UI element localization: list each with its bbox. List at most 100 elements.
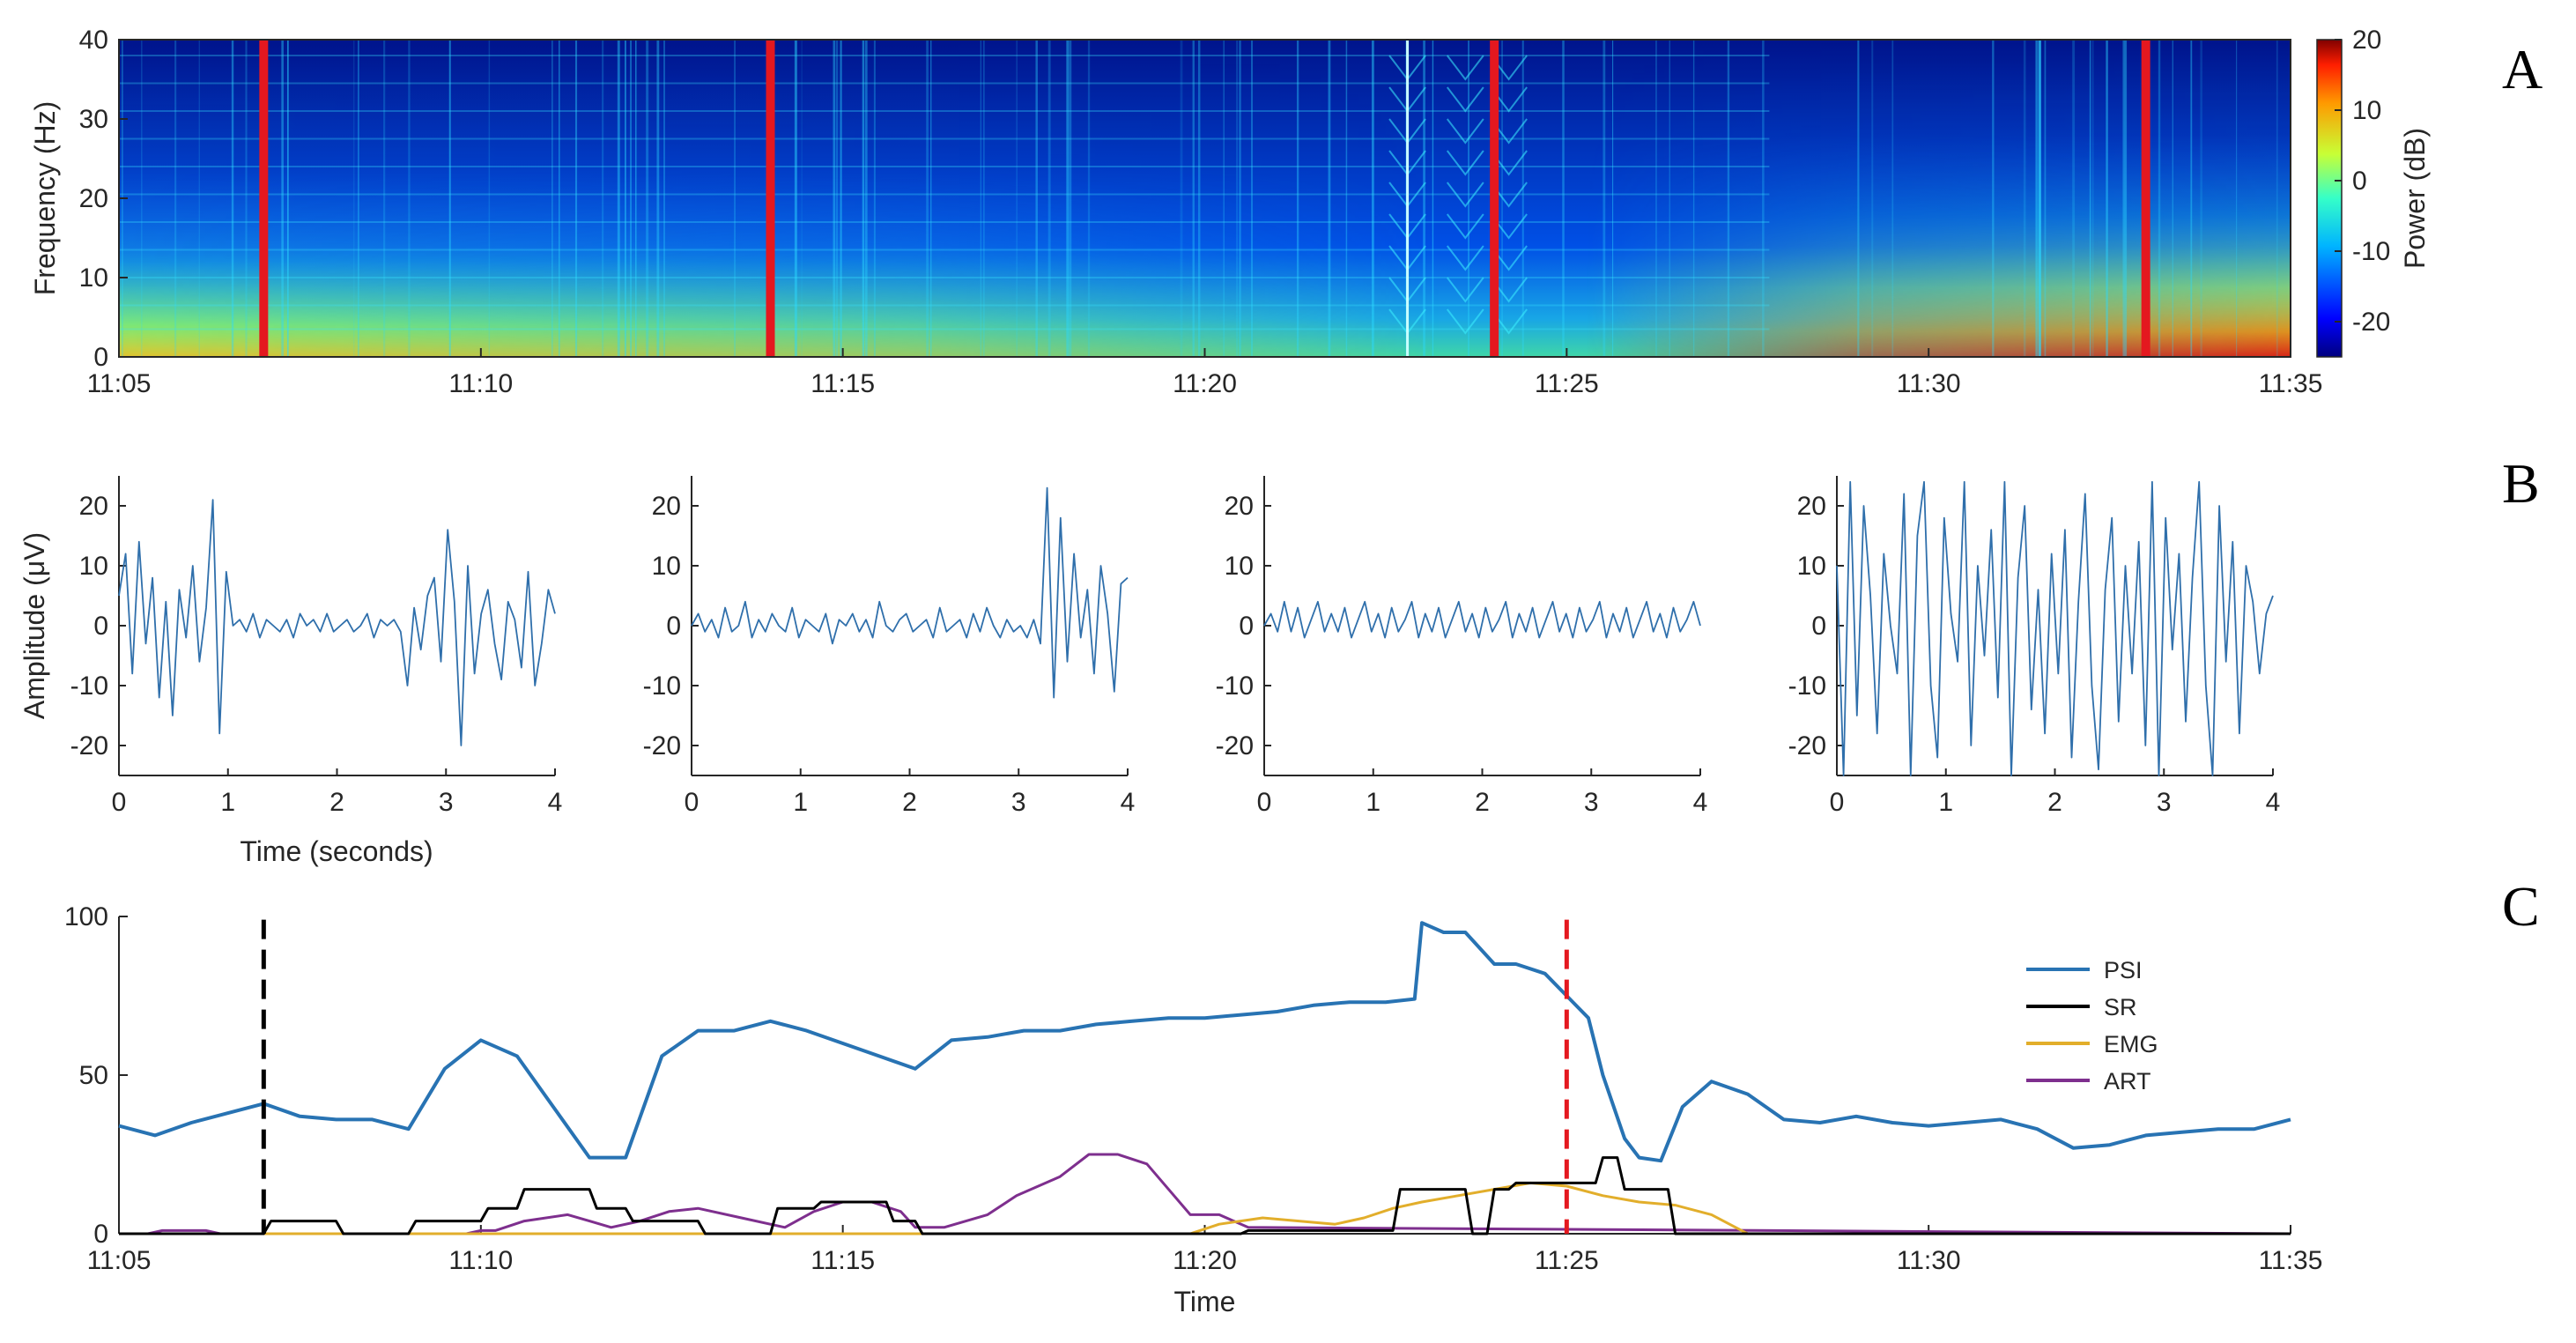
x-tick-label-b: 2 xyxy=(329,788,344,817)
x-tick-label-b: 3 xyxy=(1011,788,1026,817)
y-axis-label-a: Frequency (Hz) xyxy=(29,101,61,296)
panel-label-b: B xyxy=(2502,452,2540,515)
y-tick-label-b: 0 xyxy=(1811,612,1826,641)
indices-panel: 0 50 100 11:05 11:10 11:15 11:20 11:25 11:30 11:3… xyxy=(64,902,2322,1317)
y-tick-label-b: 0 xyxy=(93,612,108,641)
x-tick-label-b: 4 xyxy=(2266,788,2281,817)
colorbar-tick-label: -10 xyxy=(2352,237,2390,266)
x-tick-label-a: 11:05 xyxy=(87,369,152,398)
x-tick-label-b: 0 xyxy=(1257,788,1272,817)
spectrogram-image xyxy=(119,40,2291,357)
y-tick-label-c: 50 xyxy=(79,1061,108,1090)
series-line-emg xyxy=(119,1181,2291,1235)
x-tick-label-b: 1 xyxy=(220,788,235,817)
series-line-sr xyxy=(119,1156,2291,1235)
y-tick-label-b: -20 xyxy=(643,731,681,761)
x-tick-label-a: 11:30 xyxy=(1897,369,1961,398)
y-tick-label-b: -20 xyxy=(70,731,108,761)
x-tick-label-c: 11:10 xyxy=(448,1246,513,1275)
x-tick-label-b: 1 xyxy=(1366,788,1381,817)
y-tick-label-b: 20 xyxy=(1225,492,1254,521)
x-tick-label-b: 3 xyxy=(439,788,454,817)
x-tick-label-b: 2 xyxy=(2047,788,2062,817)
y-tick-label-b: -20 xyxy=(1788,731,1826,761)
x-tick-label-b: 1 xyxy=(793,788,808,817)
spectrogram-chirp xyxy=(1446,277,1484,303)
colorbar-gradient xyxy=(2316,39,2343,358)
panel-label-c: C xyxy=(2502,875,2540,938)
colorbar-tick-label: 0 xyxy=(2352,167,2367,196)
legend: PSI SR EMG ART xyxy=(2026,957,2158,1094)
spectrogram-texture xyxy=(119,40,2278,357)
y-tick-label-b: 20 xyxy=(79,492,108,521)
x-tick-label-a: 11:25 xyxy=(1535,369,1599,398)
spectrogram-chirp xyxy=(1446,245,1484,271)
x-tick-label-b: 3 xyxy=(1584,788,1599,817)
y-tick-label-a: 30 xyxy=(79,105,108,134)
eeg-trace xyxy=(118,499,556,746)
y-tick-label-a: 10 xyxy=(79,263,108,293)
spectrogram-marker-line xyxy=(2141,40,2150,357)
x-tick-label-b: 2 xyxy=(1475,788,1490,817)
x-tick-label-b: 0 xyxy=(1830,788,1845,817)
x-tick-label-a: 11:15 xyxy=(811,369,875,398)
spectrogram-chirp xyxy=(1446,308,1484,335)
x-tick-label-c: 11:25 xyxy=(1535,1246,1599,1275)
spectrogram-chirp xyxy=(1446,86,1484,113)
x-tick-label-a: 11:35 xyxy=(2259,369,2323,398)
y-tick-label-b: 0 xyxy=(666,612,681,641)
colorbar-label: Power (dB) xyxy=(2399,128,2431,269)
x-tick-label-b: 4 xyxy=(1693,788,1708,817)
spectrogram-panel: 0 10 20 30 40 11:05 11:10 11:15 11:20 11:25 11:30 1… xyxy=(29,26,2431,398)
legend-label: PSI xyxy=(2104,957,2143,983)
x-tick-label-c: 11:05 xyxy=(87,1246,152,1275)
y-tick-label-b: -10 xyxy=(1788,672,1826,701)
y-tick-label-b: 20 xyxy=(652,492,681,521)
legend-label: SR xyxy=(2104,994,2137,1020)
x-tick-label-b: 4 xyxy=(548,788,563,817)
y-tick-label-b: 20 xyxy=(1797,492,1826,521)
y-tick-label-b: 10 xyxy=(1797,552,1826,581)
spectrogram-chirp xyxy=(1446,182,1484,208)
eeg-trace xyxy=(691,486,1129,699)
y-tick-label-c: 0 xyxy=(93,1220,108,1249)
y-tick-label-a: 20 xyxy=(79,184,108,213)
x-tick-label-b: 4 xyxy=(1121,788,1136,817)
x-tick-label-b: 0 xyxy=(685,788,700,817)
y-tick-label-b: -10 xyxy=(1216,672,1254,701)
x-axis-label-b: Time (seconds) xyxy=(240,835,433,867)
spectrogram-chirp xyxy=(1446,55,1484,81)
panel-label-a: A xyxy=(2502,38,2543,100)
x-tick-label-a: 11:10 xyxy=(448,369,513,398)
spectrogram-chirp xyxy=(1446,150,1484,176)
spectrogram-marker-line xyxy=(1490,40,1499,357)
y-tick-label-b: -10 xyxy=(643,672,681,701)
x-tick-label-c: 11:20 xyxy=(1173,1246,1237,1275)
colorbar-tick-label: 10 xyxy=(2352,96,2381,125)
colorbar: 20 10 0 -10 -20 Power (dB) xyxy=(2316,26,2431,358)
legend-label: ART xyxy=(2104,1068,2151,1094)
x-tick-label-c: 11:15 xyxy=(811,1246,875,1275)
y-tick-label-b: 10 xyxy=(79,552,108,581)
series-line-psi xyxy=(118,921,2291,1163)
y-tick-label-a: 40 xyxy=(79,26,108,55)
y-tick-label-c: 100 xyxy=(64,902,108,931)
y-tick-label-a: 0 xyxy=(93,343,108,372)
y-axis-label-b: Amplitude (μV) xyxy=(19,532,50,719)
x-tick-label-c: 11:35 xyxy=(2259,1246,2323,1275)
spectrogram-chirp xyxy=(1446,213,1484,240)
x-tick-label-b: 3 xyxy=(2157,788,2172,817)
x-tick-label-b: 2 xyxy=(902,788,917,817)
x-tick-label-a: 11:20 xyxy=(1173,369,1237,398)
y-tick-label-b: 10 xyxy=(652,552,681,581)
colorbar-tick-label: -20 xyxy=(2352,308,2390,337)
spectrogram-marker-line xyxy=(259,40,269,357)
y-tick-label-b: -10 xyxy=(70,672,108,701)
spectrogram-marker-line xyxy=(766,40,775,357)
colorbar-tick-label: 20 xyxy=(2352,26,2381,55)
x-tick-label-c: 11:30 xyxy=(1897,1246,1961,1275)
